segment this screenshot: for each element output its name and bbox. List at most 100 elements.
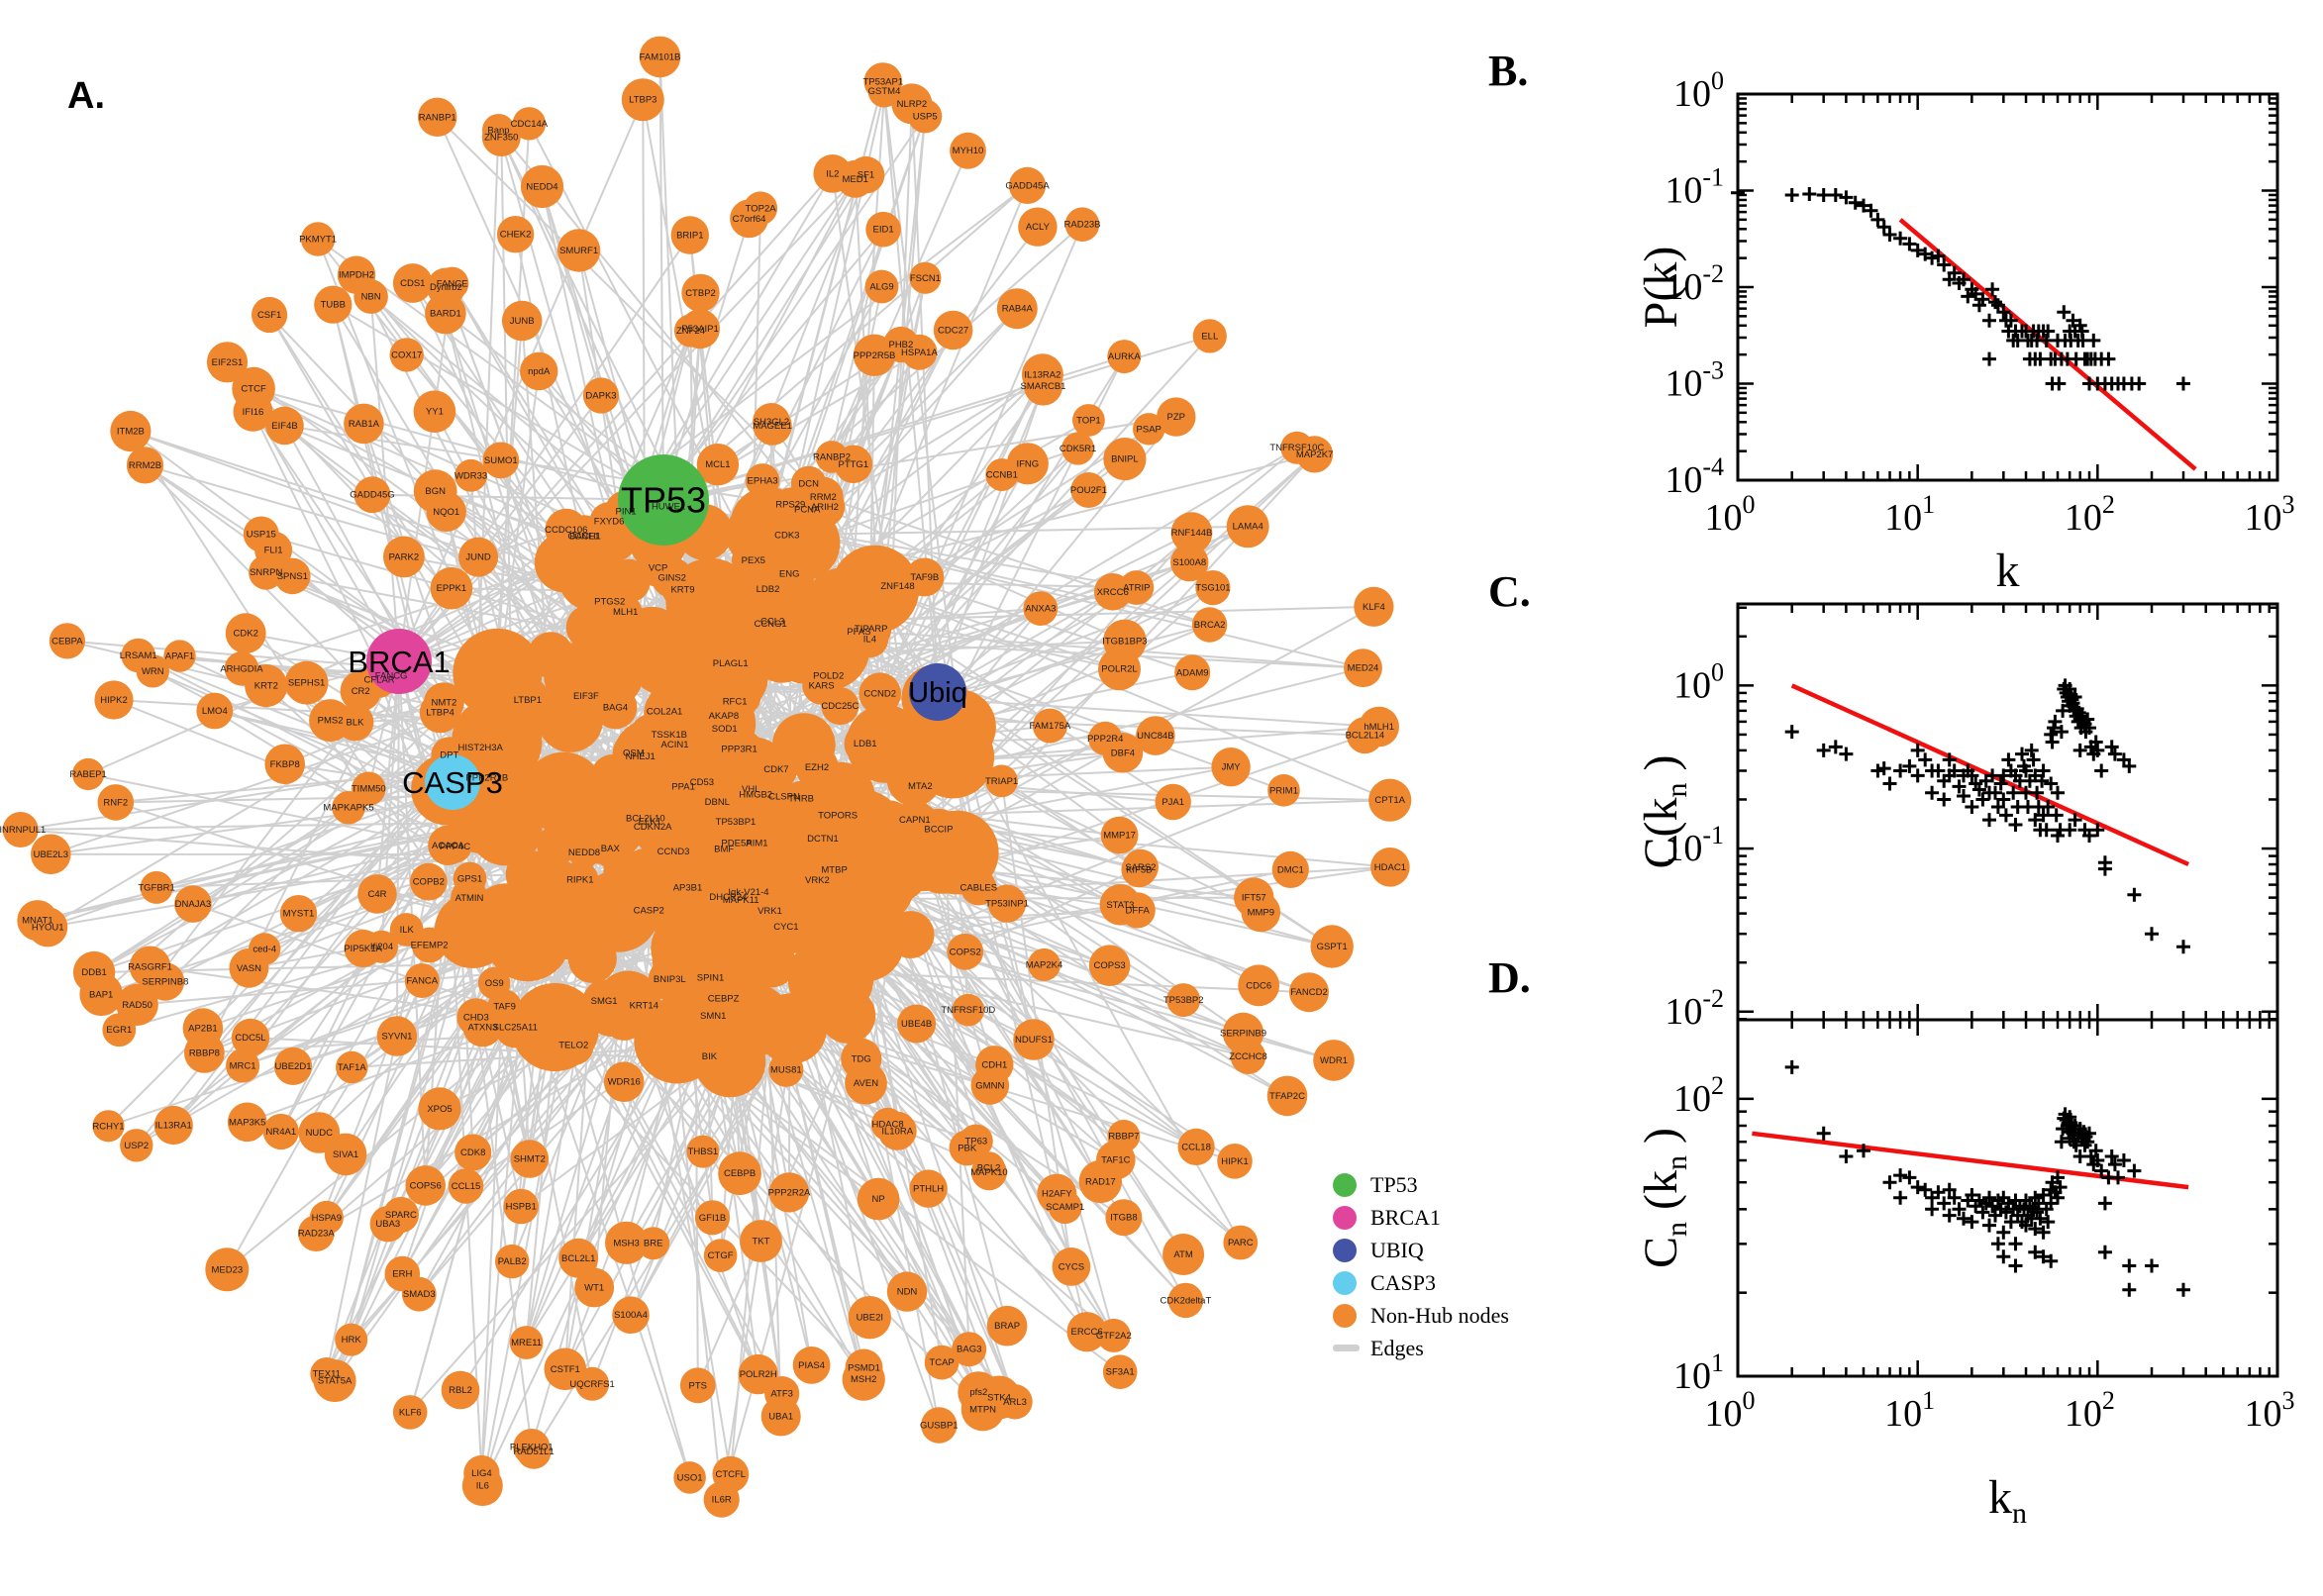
network-node-label: SARS2 <box>1125 862 1156 873</box>
legend-label: UBIQ <box>1370 1237 1424 1262</box>
network-node-label: RAD51L1 <box>513 1446 554 1457</box>
network-node <box>174 885 212 923</box>
network-node <box>769 553 810 594</box>
network-node <box>696 444 740 486</box>
network-node <box>1177 1128 1215 1165</box>
network-node-label: MTPN <box>969 1404 996 1415</box>
network-node <box>344 929 382 968</box>
network-node-label: CPT1A <box>1374 795 1405 806</box>
network-node-label: FANCG <box>375 671 408 682</box>
network-node-label: LIG4 <box>471 1468 492 1479</box>
network-node-label: PTS <box>689 1380 707 1391</box>
network-node-label: RANBP1 <box>419 112 456 123</box>
network-node-label: CTCF <box>241 384 266 395</box>
network-node <box>628 801 662 836</box>
network-node-label: RASGRF1 <box>128 961 172 972</box>
network-node <box>805 820 841 856</box>
network-node <box>703 1239 738 1272</box>
panel-d-label: D. <box>1488 953 1531 1002</box>
network-node <box>701 785 734 819</box>
network-node-label: ZNF350 <box>484 133 518 144</box>
network-node-label: COPS6 <box>410 1180 442 1191</box>
network-node <box>418 97 457 137</box>
network-node-label: ATM <box>1173 1249 1192 1260</box>
network-node <box>1103 619 1147 663</box>
network-node-label: DBF4 <box>1111 748 1135 758</box>
network-node-label: NUDC <box>306 1128 334 1139</box>
hub-label-casp3: CASP3 <box>402 765 503 800</box>
network-node-label: CDK2 <box>234 629 258 640</box>
network-node-label: CTGF <box>708 1250 734 1261</box>
network-node <box>448 1168 484 1204</box>
network-node-label: MSH3 <box>613 1238 639 1248</box>
network-node-label: OSM <box>623 748 645 759</box>
network-node-label: SMARCB1 <box>1021 381 1066 392</box>
network-node <box>1296 436 1334 473</box>
network-node <box>153 1105 193 1146</box>
network-node <box>426 267 465 307</box>
network-node-label: IL6 <box>476 1481 489 1492</box>
network-node-label: EGR1 <box>106 1025 132 1036</box>
network-node <box>1267 774 1300 807</box>
network-node-label: C7orf64 <box>733 214 766 225</box>
network-node-label: COPB2 <box>413 877 445 888</box>
network-node-label: TUBB <box>321 300 346 311</box>
network-node <box>1170 512 1213 554</box>
network-node <box>1230 1039 1266 1074</box>
network-node <box>126 447 164 484</box>
network-node-label: ELK1 <box>639 816 661 827</box>
network-node-label: CHEK2 <box>500 230 532 241</box>
network-node <box>1211 748 1251 787</box>
network-node <box>705 980 742 1017</box>
network-node <box>553 1025 594 1066</box>
network-node-label: DMC1 <box>1277 864 1304 875</box>
network-node-label: DDB1 <box>81 967 106 978</box>
network-node-label: ZCCHC8 <box>1229 1051 1267 1062</box>
network-node-label: TSSK1B <box>652 730 687 741</box>
legend-item-casp3: CASP3 <box>1333 1266 1509 1299</box>
network-node-label: RNF2 <box>103 797 128 808</box>
network-node-label: PIN1 <box>616 507 637 518</box>
network-node <box>462 1007 503 1047</box>
network-node <box>1155 783 1191 821</box>
legend-label: TP53 <box>1370 1171 1418 1197</box>
network-node <box>120 1129 153 1162</box>
network-node <box>909 261 942 294</box>
network-node <box>340 670 381 712</box>
network-node <box>901 334 938 370</box>
network-node-label: CHD3 <box>463 1013 489 1024</box>
network-node <box>627 889 670 932</box>
network-node-label: STAT5A <box>318 1376 353 1387</box>
network-node-label: PJA1 <box>1162 797 1184 808</box>
network-node <box>496 216 535 253</box>
network-node-label: CDK3 <box>774 530 799 541</box>
network-node-label: H2AFY <box>1042 1189 1072 1200</box>
network-node <box>671 871 704 904</box>
network-node <box>418 1087 461 1131</box>
network-node-label: CDK5R1 <box>1060 444 1097 454</box>
network-node <box>648 957 691 1001</box>
network-node-label: RPS29 <box>775 500 805 511</box>
network-node <box>324 1133 367 1176</box>
network-node-label: TAF1A <box>338 1062 367 1073</box>
network-core-node <box>532 754 583 806</box>
network-node-label: SERPINB9 <box>1220 1029 1266 1040</box>
network-node-label: FAM175A <box>1030 721 1071 732</box>
network-node-label: JUND <box>465 552 490 563</box>
svg-text:10-2: 10-2 <box>1665 259 1724 308</box>
network-node-label: ARL3 <box>1003 1397 1027 1408</box>
network-node-label: TIMM50 <box>352 784 386 795</box>
network-node <box>858 672 901 715</box>
network-node <box>352 771 386 806</box>
network-node <box>1023 591 1059 626</box>
network-node <box>92 1110 125 1143</box>
network-node-label: KLF6 <box>399 1407 422 1418</box>
network-node-label: SEPHS1 <box>288 678 326 689</box>
network-node <box>960 869 997 906</box>
network-node <box>612 1296 650 1334</box>
network-node-label: ALG9 <box>869 282 893 293</box>
network-node <box>715 822 758 865</box>
network-node <box>1103 438 1147 481</box>
network-node-label: PHB2 <box>888 340 913 350</box>
